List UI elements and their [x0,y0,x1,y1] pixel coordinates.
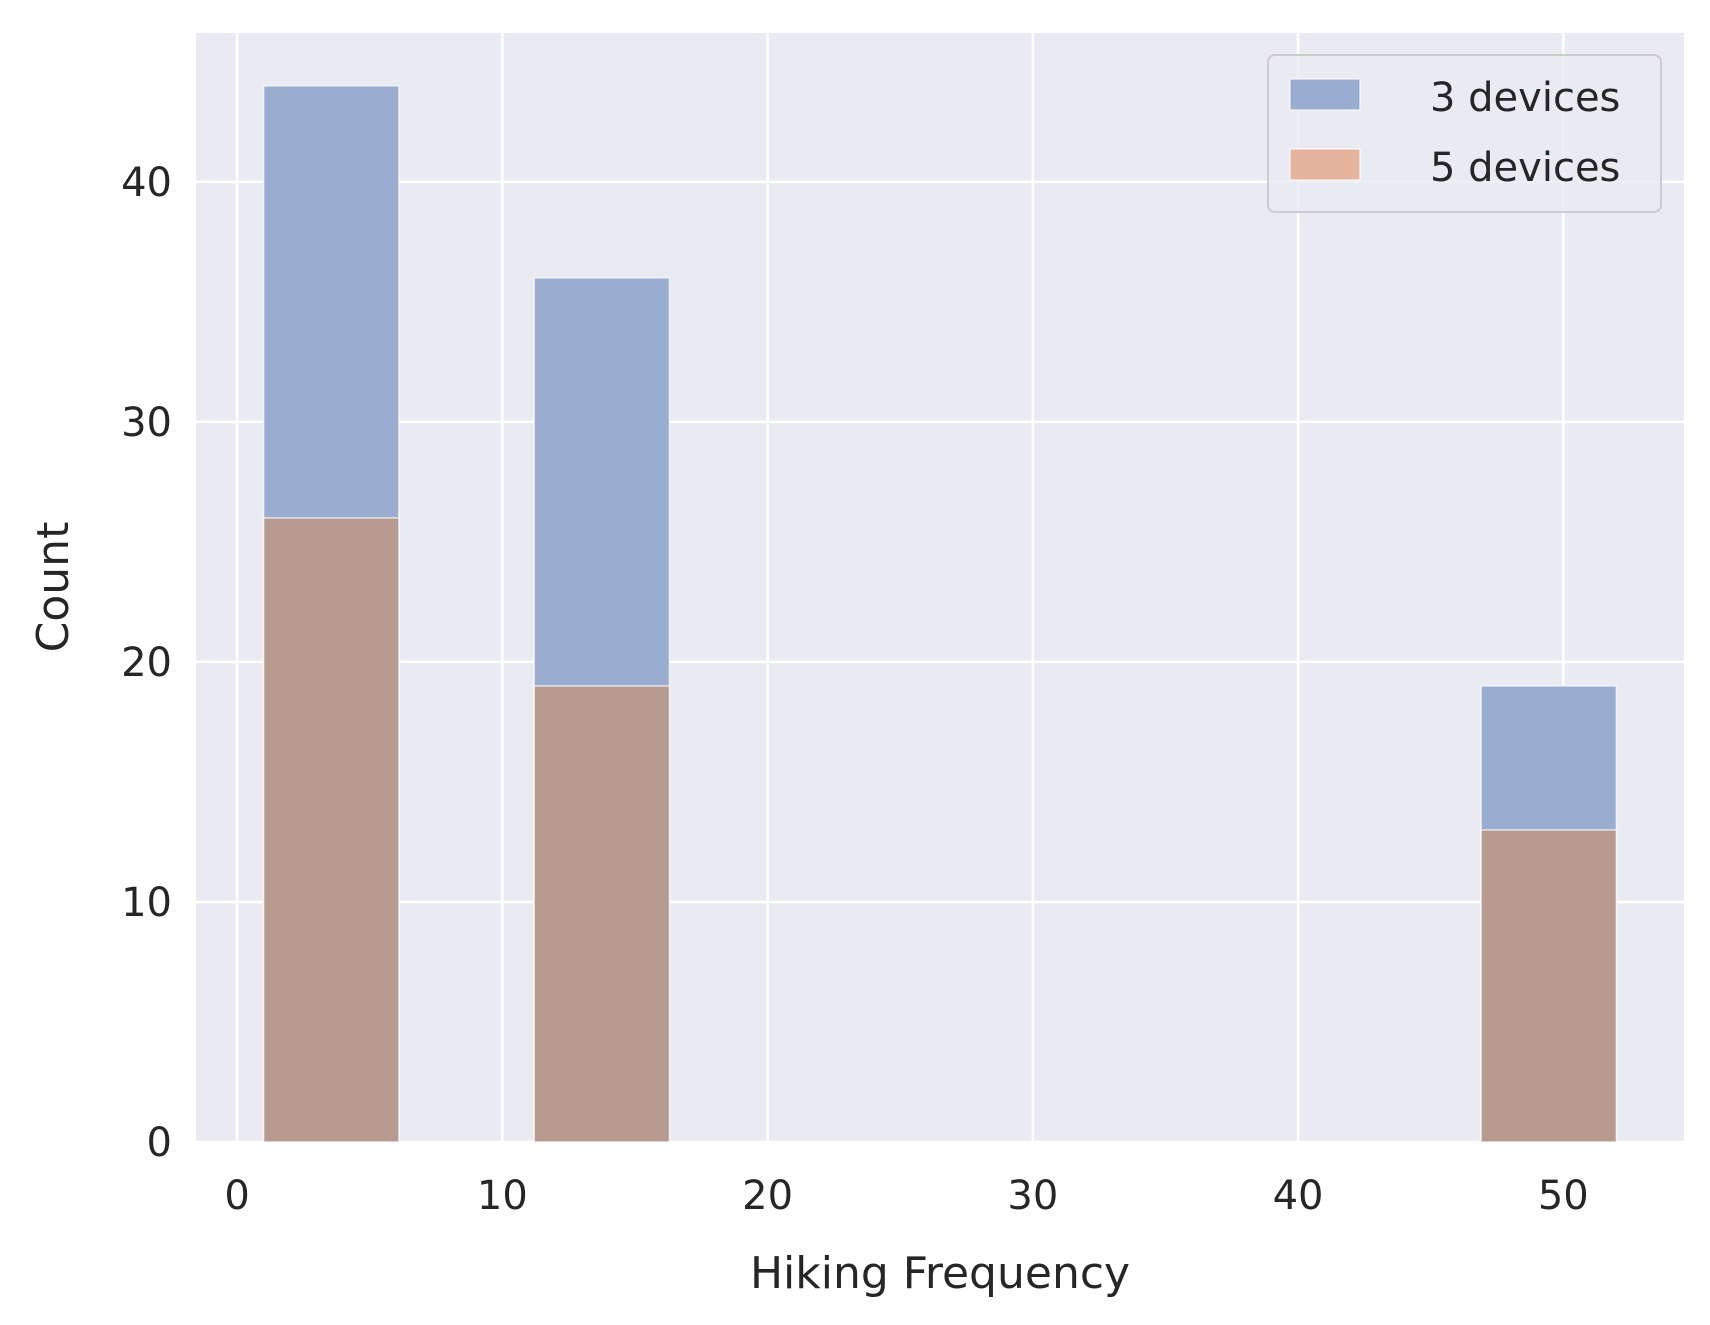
plot-background [196,33,1684,1142]
y-tick-label: 30 [121,400,172,446]
legend-swatch-series-0 [1289,78,1361,111]
legend-label-series-1: 5 devices [1430,145,1620,191]
legend-swatch-series-1 [1289,148,1361,181]
y-axis-label: Count [28,522,79,653]
x-tick-label: 0 [224,1173,249,1219]
x-tick-label: 10 [477,1173,528,1219]
bar-series-1 [1480,829,1618,1143]
legend: 3 devices 5 devices [1267,54,1662,213]
x-tick-label: 50 [1538,1173,1589,1219]
x-axis-label: Hiking Frequency [750,1248,1130,1299]
bar-series-1 [262,517,400,1143]
x-tick-label: 40 [1273,1173,1324,1219]
y-tick-label: 0 [147,1120,172,1166]
y-tick-label: 40 [121,160,172,206]
legend-frame [1267,54,1662,213]
x-tick-label: 20 [742,1173,793,1219]
legend-label-series-0: 3 devices [1430,75,1620,121]
y-tick-label: 20 [121,640,172,686]
bar-series-1 [533,685,671,1143]
tick-labels: 0 10 20 30 40 50 0 10 20 30 40 [121,160,1589,1219]
bars [262,85,1618,1143]
y-tick-label: 10 [121,880,172,926]
x-tick-label: 30 [1007,1173,1058,1219]
